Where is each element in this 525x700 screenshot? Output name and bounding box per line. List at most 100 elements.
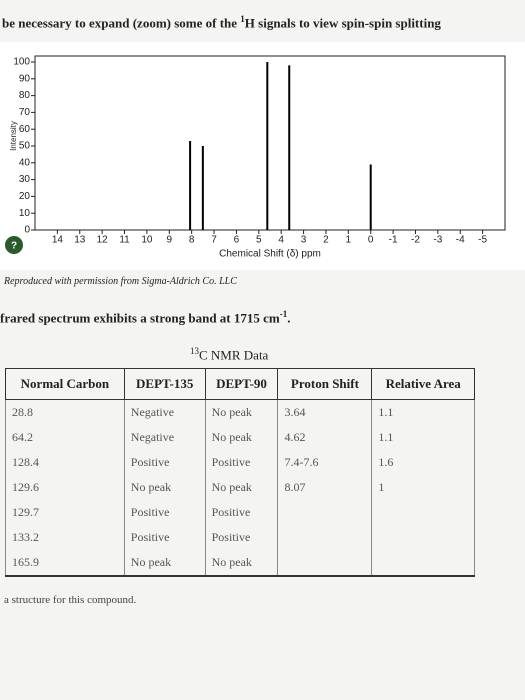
- table-cell: No peak: [204, 399, 279, 425]
- table-cell: 1: [371, 475, 475, 500]
- table-cell: Positive: [123, 525, 206, 550]
- x-tick-label: 13: [74, 235, 86, 246]
- table-cell: Negative: [123, 425, 206, 450]
- x-tick-label: -3: [433, 235, 442, 246]
- help-icon-label[interactable]: ?: [11, 241, 17, 252]
- table-row: 133.2 Positive Positive: [5, 525, 475, 550]
- y-tick-label: 30: [19, 174, 31, 185]
- table-cell: No peak: [204, 550, 279, 577]
- x-tick-label: 7: [211, 235, 217, 246]
- text: .: [287, 310, 291, 326]
- table-row: 64.2 Negative No peak 4.62 1.1: [5, 425, 475, 450]
- table-cell: Positive: [123, 500, 206, 525]
- table-title: 13C NMR Data: [190, 346, 268, 363]
- x-tick-label: -2: [411, 235, 420, 246]
- y-tick-label: 50: [19, 141, 31, 152]
- y-tick-label: 90: [19, 73, 31, 84]
- table-cell: 1.6: [371, 450, 475, 475]
- table-cell: 165.9: [5, 550, 125, 577]
- ir-text: frared spectrum exhibits a strong band a…: [0, 309, 291, 326]
- x-tick-label: 4: [278, 235, 284, 246]
- table-cell: [371, 500, 475, 525]
- table-cell: [371, 550, 475, 577]
- table-cell: Positive: [123, 450, 206, 475]
- x-tick-label: 10: [141, 235, 153, 246]
- table-cell: Positive: [204, 525, 279, 550]
- y-tick-label: 100: [13, 57, 30, 68]
- y-tick-label: 80: [19, 90, 31, 101]
- table-cell: No peak: [123, 475, 206, 500]
- x-tick-label: 14: [52, 235, 64, 246]
- column-header: Normal Carbon: [5, 368, 125, 400]
- table-cell: Positive: [204, 500, 279, 525]
- table-cell: [277, 525, 373, 550]
- table-cell: 7.4-7.6: [277, 450, 373, 475]
- table-row: 128.4 Positive Positive 7.4-7.6 1.6: [5, 450, 475, 475]
- y-axis-label: Intensity: [9, 121, 18, 151]
- nmr-table: Normal Carbon DEPT-135 DEPT-90 Proton Shift…: [5, 368, 475, 577]
- table-cell: 64.2: [5, 425, 125, 450]
- text: be necessary to expand (zoom) some of th…: [2, 15, 241, 31]
- table-cell: 3.64: [277, 399, 373, 425]
- table-cell: No peak: [123, 550, 206, 577]
- table-cell: 8.07: [277, 475, 373, 500]
- text: H signals to view spin-spin splitting: [244, 15, 441, 31]
- y-tick-label: 70: [19, 107, 31, 118]
- x-tick-label: 2: [323, 235, 329, 246]
- table-cell: [371, 525, 475, 550]
- table-cell: 129.7: [5, 500, 125, 525]
- table-cell: 128.4: [5, 450, 125, 475]
- y-tick-label: 40: [19, 157, 31, 168]
- table-cell: Negative: [123, 399, 206, 425]
- x-tick-label: -5: [478, 235, 487, 246]
- x-tick-label: 5: [256, 235, 262, 246]
- table-cell: 1.1: [371, 399, 475, 425]
- table-row: 165.9 No peak No peak: [5, 550, 475, 577]
- table-cell: [277, 500, 373, 525]
- column-header: DEPT-135: [123, 368, 206, 400]
- column-header: Relative Area: [371, 368, 475, 400]
- x-tick-label: 12: [97, 235, 109, 246]
- text: frared spectrum exhibits a strong band a…: [0, 310, 280, 326]
- x-tick-label: 9: [167, 235, 173, 246]
- table-cell: No peak: [204, 425, 279, 450]
- table-cell: [277, 550, 373, 577]
- column-header: Proton Shift: [277, 368, 373, 400]
- y-tick-label: 60: [19, 124, 31, 135]
- header-text: be necessary to expand (zoom) some of th…: [2, 14, 441, 31]
- y-tick-label: 0: [24, 225, 30, 236]
- footer-text: a structure for this compound.: [4, 594, 137, 606]
- x-tick-label: 6: [234, 235, 240, 246]
- x-tick-label: -4: [456, 235, 465, 246]
- x-tick-label: 8: [189, 235, 195, 246]
- superscript: 13: [190, 346, 199, 356]
- y-tick-label: 10: [19, 208, 31, 219]
- caption: Reproduced with permission from Sigma-Al…: [4, 276, 237, 287]
- superscript: 1: [240, 14, 245, 24]
- x-tick-label: 3: [301, 235, 307, 246]
- superscript: -1: [279, 309, 288, 319]
- table-row: 129.7 Positive Positive: [5, 500, 475, 525]
- text: C NMR Data: [199, 347, 269, 363]
- x-tick-label: 0: [368, 235, 374, 246]
- table-cell: 133.2: [5, 525, 125, 550]
- help-icon[interactable]: [5, 236, 23, 254]
- x-tick-label: -1: [389, 235, 398, 246]
- x-tick-label: 1: [346, 235, 352, 246]
- table-cell: 4.62: [277, 425, 373, 450]
- table-cell: 129.6: [5, 475, 125, 500]
- x-tick-label: 11: [119, 235, 130, 246]
- x-axis-label: Chemical Shift (δ) ppm: [219, 249, 321, 260]
- table-cell: 28.8: [5, 399, 125, 425]
- plot-frame: [34, 55, 506, 231]
- table-cell: No peak: [204, 475, 279, 500]
- table-cell: Positive: [204, 450, 279, 475]
- table-cell: 1.1: [371, 425, 475, 450]
- column-header: DEPT-90: [204, 368, 279, 400]
- header-row: Normal Carbon DEPT-135 DEPT-90 Proton Shift…: [5, 368, 475, 400]
- table-row: 28.8 Negative No peak 3.64 1.1: [5, 399, 475, 425]
- table-row: 129.6 No peak No peak 8.07 1: [5, 475, 475, 500]
- table-body: 28.8 Negative No peak 3.64 1.1 64.2 Negative No…: [5, 399, 475, 577]
